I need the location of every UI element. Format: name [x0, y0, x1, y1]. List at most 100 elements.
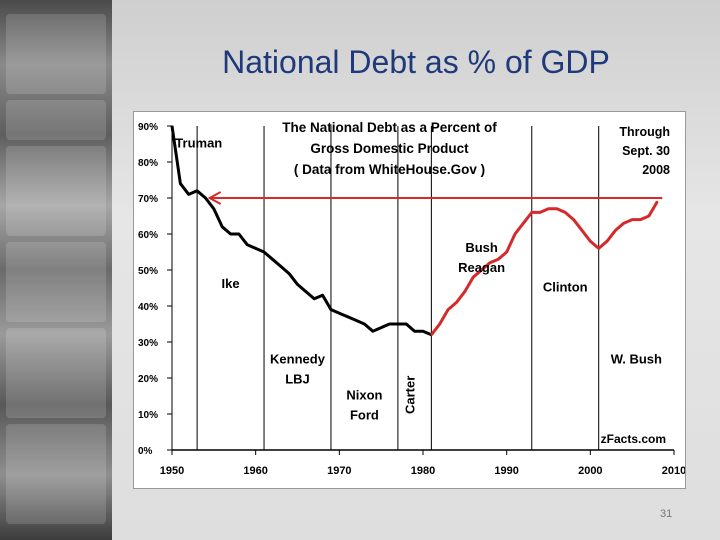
debt-data-point [480, 269, 483, 271]
debt-data-point [372, 330, 374, 332]
era-label: Truman [175, 136, 222, 151]
debt-data-point [213, 208, 215, 210]
debt-data-point [221, 226, 223, 228]
era-label: Bush [465, 240, 498, 255]
debt-data-point [564, 211, 567, 214]
debt-data-point [489, 262, 491, 264]
debt-data-point [229, 233, 232, 235]
debt-series-line [430, 200, 659, 336]
debt-data-point [547, 208, 550, 210]
debt-series-line [170, 125, 432, 337]
era-label: Nixon [346, 388, 382, 403]
debt-data-point [321, 294, 324, 296]
debt-data-point [380, 326, 382, 329]
debt-data-point [606, 240, 608, 242]
slide-title: National Debt as % of GDP [222, 44, 610, 80]
debt-data-point [296, 283, 299, 286]
debt-data-point [196, 190, 198, 192]
debt-data-point [556, 208, 558, 210]
debt-data-point [413, 330, 416, 332]
era-label: Ike [222, 276, 240, 291]
debt-data-point [497, 258, 500, 260]
debt-data-point [438, 323, 441, 325]
debt-chart: 0% 10% 20% 30% 40% 50% 60% 70% 80% 90% 1950 1960 197… [138, 120, 686, 477]
y-tick-label: 60% [138, 230, 158, 241]
through-date-line: Through [619, 125, 670, 139]
debt-data-point [623, 222, 625, 224]
debt-data-point [581, 229, 583, 232]
street-image [6, 242, 106, 322]
debt-data-point [656, 200, 659, 203]
debt-data-point [179, 182, 182, 185]
debt-data-point [388, 323, 391, 325]
y-tick-label: 20% [138, 374, 158, 385]
y-tick-label: 0% [138, 446, 153, 457]
chart-title-line: ( Data from WhiteHouse.Gov ) [294, 162, 485, 177]
x-tick-label: 1970 [327, 465, 351, 477]
y-tick-label: 50% [138, 266, 158, 277]
era-label: Kennedy [270, 352, 326, 367]
debt-data-point [648, 215, 650, 217]
y-tick-label: 80% [138, 158, 158, 169]
federal-reserve-image [6, 328, 106, 418]
debt-data-point [455, 301, 458, 304]
debt-data-point [530, 211, 533, 214]
debt-data-point [313, 298, 316, 300]
debt-data-point [472, 276, 475, 278]
debt-data-point [305, 290, 307, 293]
debt-data-point [505, 251, 508, 253]
chart-title-line: The National Debt as a Percent of [282, 120, 497, 135]
y-tick-label: 90% [138, 122, 158, 133]
y-tick-label: 30% [138, 338, 158, 349]
debt-data-point [597, 247, 600, 250]
slide-number: 31 [660, 508, 673, 520]
debt-data-point [288, 272, 290, 275]
x-tick-label: 1950 [160, 465, 184, 477]
era-label: Reagan [458, 260, 505, 275]
era-label: W. Bush [611, 352, 662, 367]
debt-data-point [338, 312, 341, 314]
era-label: Carter [403, 376, 418, 414]
sale-storefront-image [6, 424, 106, 524]
x-tick-label: 1990 [494, 465, 518, 477]
x-tick-label: 1980 [411, 465, 435, 477]
debt-data-point [238, 233, 240, 235]
era-label: LBJ [285, 372, 310, 387]
debt-data-point [430, 334, 433, 336]
through-date-line: 2008 [642, 163, 670, 177]
debt-data-point [447, 308, 449, 311]
debt-data-point [355, 319, 357, 322]
x-tick-label: 2010 [662, 465, 685, 477]
era-label: Clinton [543, 280, 588, 295]
debt-data-point [572, 218, 575, 221]
debt-data-point [187, 193, 190, 196]
debt-data-point [246, 244, 249, 246]
x-tick-label: 2000 [578, 465, 602, 477]
debt-data-point [346, 316, 349, 318]
debt-data-point [522, 222, 525, 224]
debt-data-point [464, 290, 466, 293]
debt-data-point [639, 218, 642, 221]
debt-data-point [614, 229, 617, 232]
wall-street-sign-image [6, 100, 106, 140]
debt-data-point [330, 308, 332, 311]
reference-arrowhead [207, 191, 222, 205]
through-date-line: Sept. 30 [622, 144, 670, 158]
debt-data-point [631, 218, 633, 221]
x-tick-label: 1960 [243, 465, 267, 477]
chart-title-line: Gross Domestic Product [310, 141, 469, 156]
debt-data-point [589, 240, 592, 242]
era-label: Ford [350, 408, 379, 423]
debt-data-point [204, 197, 207, 199]
y-tick-label: 70% [138, 194, 158, 205]
debt-data-point [254, 247, 257, 250]
debt-data-point [171, 125, 173, 127]
source-label: zFacts.com [601, 432, 666, 446]
debt-data-point [405, 323, 408, 325]
y-tick-label: 40% [138, 302, 158, 313]
debt-data-point [397, 323, 399, 325]
debt-data-point [514, 233, 516, 235]
debt-data-point [263, 251, 265, 253]
chart-panel: 0% 10% 20% 30% 40% 50% 60% 70% 80% 90% 1950 1960 197… [133, 111, 686, 489]
debt-data-point [271, 258, 274, 260]
